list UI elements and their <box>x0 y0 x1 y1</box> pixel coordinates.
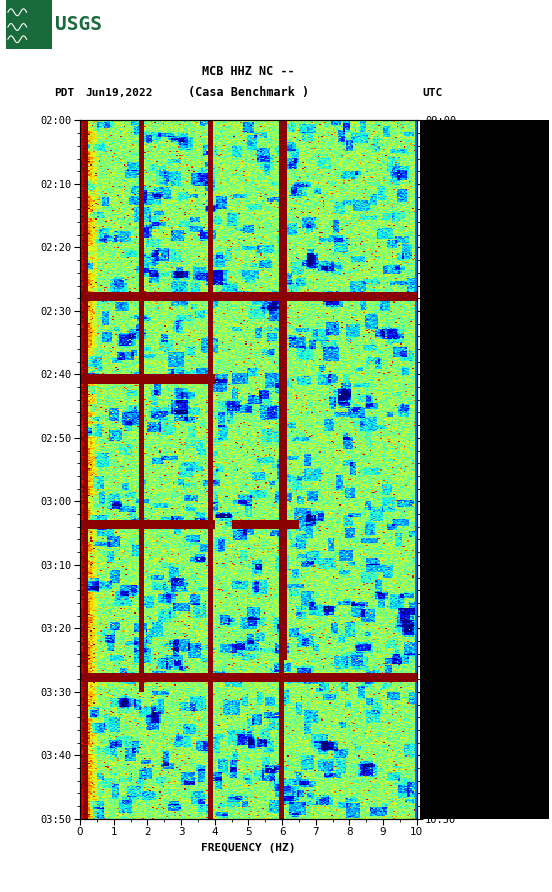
Text: Jun19,2022: Jun19,2022 <box>86 87 153 98</box>
X-axis label: FREQUENCY (HZ): FREQUENCY (HZ) <box>201 843 296 853</box>
Text: PDT: PDT <box>54 87 75 98</box>
Text: MCB HHZ NC --: MCB HHZ NC -- <box>202 65 295 78</box>
Text: UTC: UTC <box>422 87 443 98</box>
Text: (Casa Benchmark ): (Casa Benchmark ) <box>188 87 309 99</box>
Text: USGS: USGS <box>55 15 102 34</box>
